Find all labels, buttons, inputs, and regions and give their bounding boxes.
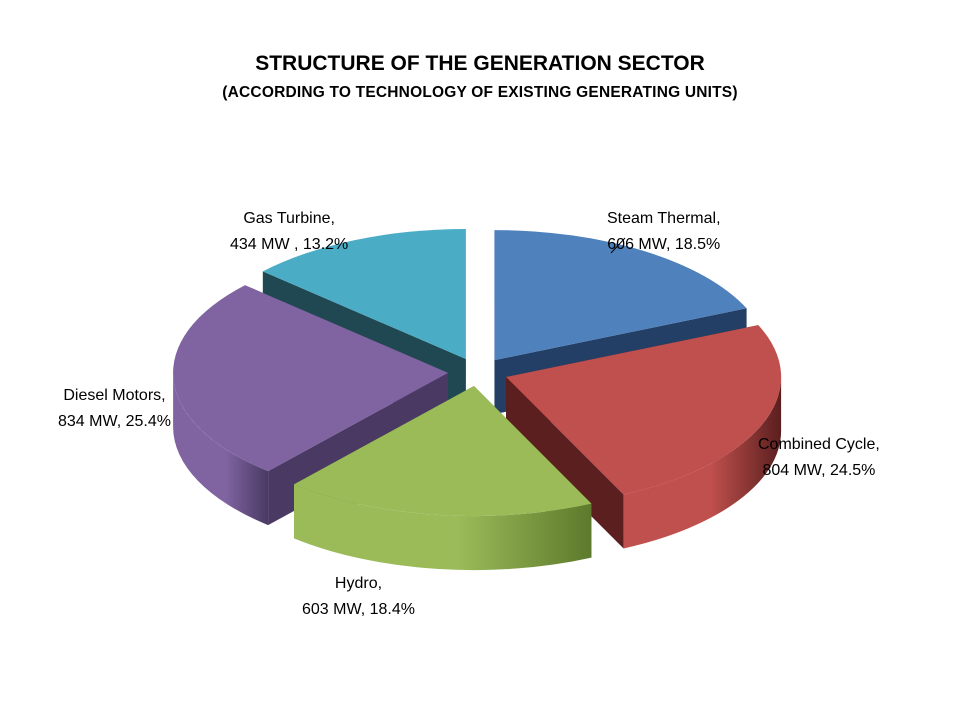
label-combined-cycle: Combined Cycle, 804 MW, 24.5%: [758, 432, 880, 484]
label-hydro-name: Hydro,: [334, 575, 383, 592]
combined-cycle-slice: [506, 325, 782, 495]
label-gas-turbine-value: 434 MW , 13.2%: [230, 236, 349, 253]
hydro-slice-side-0: [294, 484, 592, 571]
steam-thermal-leader-line: [610, 237, 626, 254]
label-steam-thermal-value: 606 MW, 18.5%: [607, 236, 721, 253]
hydro-slice: [294, 386, 592, 517]
diesel-motors-slice: [173, 285, 449, 472]
label-diesel-motors: Diesel Motors, 834 MW, 25.4%: [58, 383, 171, 435]
label-hydro: Hydro, 603 MW, 18.4%: [302, 571, 415, 623]
combined-cycle-slice-side-0: [623, 377, 782, 549]
gas-turbine-slice: [262, 229, 466, 360]
chart-title: STRUCTURE OF THE GENERATION SECTOR: [255, 52, 705, 75]
steam-thermal-slice: [494, 230, 747, 361]
label-steam-thermal: Steam Thermal, 606 MW, 18.5%: [607, 206, 721, 258]
label-steam-thermal-name: Steam Thermal,: [607, 210, 721, 227]
label-diesel-motors-value: 834 MW, 25.4%: [58, 413, 171, 430]
label-gas-turbine-name: Gas Turbine,: [243, 210, 335, 227]
diesel-motors-slice-side-0: [173, 372, 269, 526]
label-combined-cycle-value: 804 MW, 24.5%: [762, 462, 876, 479]
label-combined-cycle-name: Combined Cycle,: [758, 436, 880, 453]
chart-subtitle: (ACCORDING TO TECHNOLOGY OF EXISTING GEN…: [222, 84, 738, 101]
label-hydro-value: 603 MW, 18.4%: [302, 601, 415, 618]
combined-cycle-slice-wall-1: [506, 376, 624, 549]
label-gas-turbine: Gas Turbine, 434 MW , 13.2%: [230, 206, 348, 258]
label-diesel-motors-name: Diesel Motors,: [63, 387, 166, 404]
